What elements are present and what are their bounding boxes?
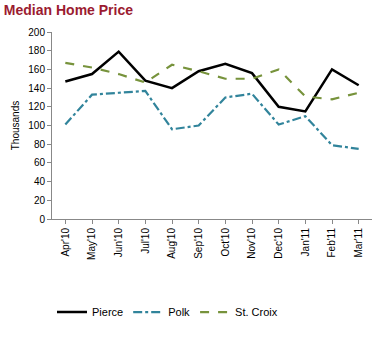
- svg-text:200: 200: [28, 27, 45, 38]
- svg-text:Oct'10: Oct'10: [220, 228, 231, 257]
- svg-text:Jan'11: Jan'11: [300, 228, 311, 257]
- svg-text:160: 160: [28, 64, 45, 75]
- svg-text:Dec'10: Dec'10: [273, 228, 284, 259]
- svg-text:Nov'10: Nov'10: [246, 228, 257, 259]
- svg-text:Jun'10: Jun'10: [113, 228, 124, 258]
- svg-text:100: 100: [28, 120, 45, 131]
- svg-text:60: 60: [34, 157, 46, 168]
- svg-text:Jul'10: Jul'10: [140, 228, 151, 254]
- svg-text:Aug'10: Aug'10: [166, 228, 177, 259]
- svg-text:Pierce: Pierce: [92, 306, 123, 318]
- svg-text:40: 40: [34, 176, 46, 187]
- svg-text:Apr'10: Apr'10: [60, 228, 71, 257]
- svg-text:Median Home Price: Median Home Price: [4, 2, 133, 18]
- svg-text:May'10: May'10: [86, 228, 97, 260]
- svg-text:20: 20: [34, 195, 46, 206]
- svg-text:0: 0: [39, 214, 45, 225]
- svg-text:140: 140: [28, 83, 45, 94]
- svg-text:Sep'10: Sep'10: [193, 228, 204, 259]
- svg-text:80: 80: [34, 139, 46, 150]
- svg-text:Polk: Polk: [168, 306, 190, 318]
- svg-text:180: 180: [28, 45, 45, 56]
- svg-text:St. Croix: St. Croix: [235, 306, 278, 318]
- svg-text:Feb'11: Feb'11: [326, 228, 337, 258]
- svg-text:120: 120: [28, 101, 45, 112]
- svg-text:Thousands: Thousands: [10, 101, 21, 150]
- svg-text:Mar'11: Mar'11: [353, 228, 364, 258]
